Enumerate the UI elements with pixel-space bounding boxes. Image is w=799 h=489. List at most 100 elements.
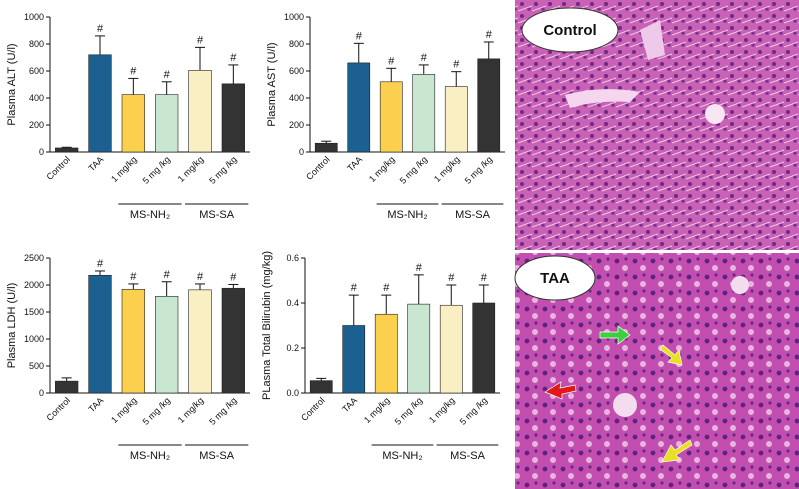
bar	[477, 58, 501, 153]
x-tick-label: 5 mg /kg	[141, 395, 172, 426]
significance-mark: #	[486, 29, 493, 41]
x-tick-label: 1 mg/kg	[176, 154, 206, 184]
bar	[379, 81, 403, 153]
significance-mark: #	[416, 262, 423, 274]
x-tick-label: 5 mg /kg	[393, 395, 424, 426]
y-axis-label: Plasma ALT (U/l)	[6, 43, 18, 125]
significance-mark: #	[356, 30, 363, 42]
bar	[55, 147, 79, 153]
bar	[88, 54, 112, 153]
y-tick-label: 400	[289, 93, 304, 103]
x-tick-label: 5 mg /kg	[207, 154, 238, 185]
y-tick-label: 0	[39, 147, 44, 157]
x-tick-label: 1 mg/kg	[176, 395, 206, 425]
bar	[221, 83, 245, 153]
arrow	[659, 344, 683, 366]
group-label: MS-SA	[199, 450, 235, 462]
x-tick-label: Control	[44, 154, 72, 182]
x-tick-label: Control	[44, 395, 72, 423]
significance-mark: #	[388, 55, 395, 67]
y-tick-label: 0	[299, 147, 304, 157]
group-label: MS-NH₂	[382, 450, 422, 462]
y-tick-label: 1000	[24, 12, 44, 22]
y-tick-label: 1500	[24, 307, 44, 317]
significance-mark: #	[481, 272, 488, 284]
significance-mark: #	[230, 271, 237, 283]
significance-mark: #	[448, 272, 455, 284]
significance-mark: #	[197, 34, 204, 46]
y-tick-label: 0.4	[286, 298, 299, 308]
x-tick-label: 5 mg /kg	[141, 154, 172, 185]
histology-taa: TAA	[514, 253, 799, 489]
y-axis-label: Plasma AST (U/l)	[266, 42, 278, 126]
x-tick-label: TAA	[340, 395, 359, 414]
y-tick-label: 600	[289, 66, 304, 76]
x-tick-label: 1 mg/kg	[367, 154, 397, 184]
x-tick-label: Control	[299, 395, 327, 423]
group-label: MS-NH₂	[130, 209, 170, 221]
y-tick-label: 0.0	[286, 388, 299, 398]
significance-mark: #	[197, 271, 204, 283]
bar	[342, 325, 366, 394]
bar	[309, 380, 333, 394]
significance-mark: #	[97, 23, 104, 35]
x-tick-label: 5 mg /kg	[398, 154, 429, 185]
x-tick-label: TAA	[345, 154, 364, 173]
y-tick-label: 400	[29, 93, 44, 103]
bar	[444, 86, 468, 153]
y-tick-label: 800	[289, 39, 304, 49]
y-tick-label: 600	[29, 66, 44, 76]
x-tick-label: Control	[304, 154, 332, 182]
y-tick-label: 1000	[24, 334, 44, 344]
group-label: MS-SA	[455, 209, 491, 221]
bar	[121, 94, 145, 153]
x-tick-label: 1 mg/kg	[432, 154, 462, 184]
image-label: Control	[543, 22, 596, 39]
bar	[472, 302, 496, 394]
image-label: TAA	[540, 270, 570, 287]
y-axis-label: PLasma Total Bilirubin (mg/kg)	[261, 251, 273, 400]
significance-mark: #	[453, 59, 460, 71]
significance-mark: #	[164, 269, 171, 281]
bar	[347, 62, 371, 153]
y-tick-label: 2500	[24, 253, 44, 263]
significance-mark: #	[383, 282, 390, 294]
x-tick-label: 1 mg/kg	[109, 154, 139, 184]
x-tick-label: TAA	[86, 154, 105, 173]
y-axis-label: Plasma LDH (U/l)	[6, 283, 18, 369]
bar	[412, 74, 436, 153]
y-tick-label: 1000	[284, 12, 304, 22]
bar	[55, 380, 79, 394]
y-tick-label: 2000	[24, 280, 44, 290]
x-tick-label: 5 mg /kg	[463, 154, 494, 185]
significance-mark: #	[230, 52, 237, 64]
x-tick-label: TAA	[86, 395, 105, 414]
bar	[155, 94, 179, 153]
significance-mark: #	[351, 282, 358, 294]
bar	[88, 274, 112, 394]
bar	[155, 296, 179, 394]
y-tick-label: 0.6	[286, 253, 299, 263]
y-tick-label: 500	[29, 361, 44, 371]
significance-mark: #	[130, 65, 137, 77]
bar	[407, 303, 431, 394]
group-label: MS-NH₂	[387, 209, 427, 221]
group-label: MS-SA	[450, 450, 486, 462]
y-tick-label: 200	[289, 120, 304, 130]
y-tick-label: 0	[39, 388, 44, 398]
arrow	[544, 381, 577, 400]
bar	[188, 289, 212, 394]
arrow	[599, 325, 631, 345]
bar	[121, 289, 145, 394]
group-label: MS-SA	[199, 209, 235, 221]
bar	[439, 304, 463, 394]
y-tick-label: 200	[29, 120, 44, 130]
significance-mark: #	[164, 69, 171, 81]
bar	[188, 70, 212, 153]
group-label: MS-NH₂	[130, 450, 170, 462]
significance-mark: #	[130, 271, 137, 283]
bar	[221, 287, 245, 394]
bar	[374, 313, 398, 394]
x-tick-label: 1 mg/kg	[109, 395, 139, 425]
